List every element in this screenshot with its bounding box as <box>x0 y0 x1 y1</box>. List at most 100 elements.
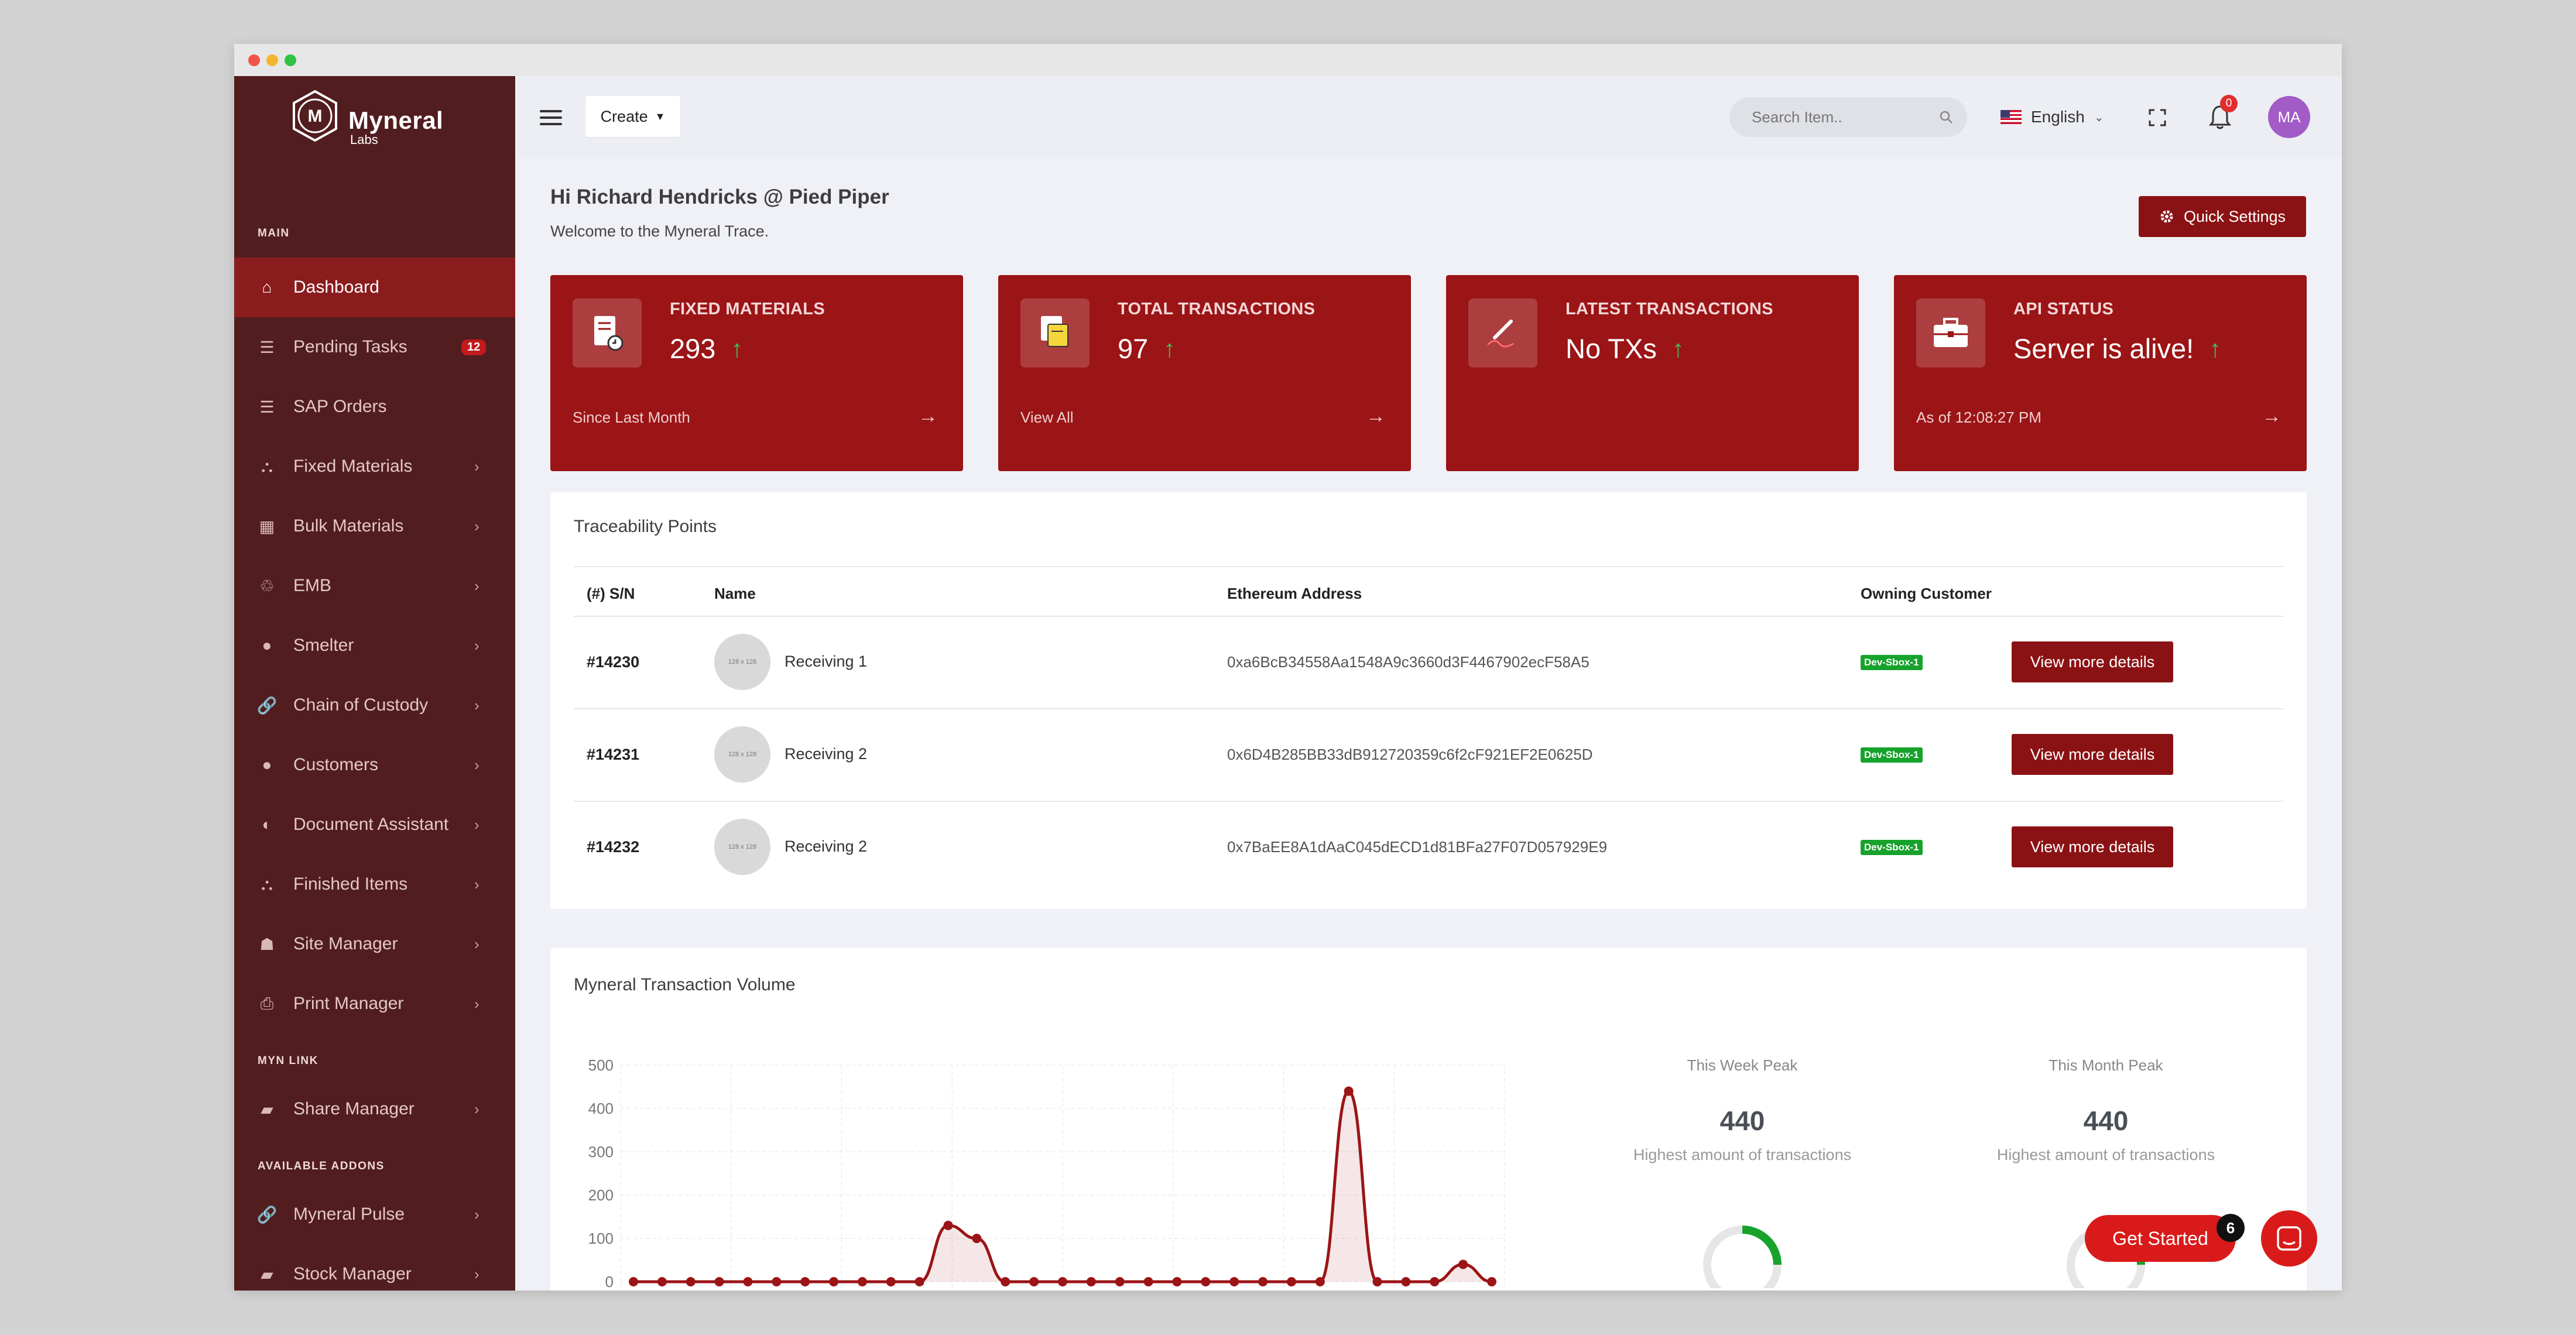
card-value: 97 <box>1118 333 1149 364</box>
sidebar-item-document-assistant[interactable]: ◐ Document Assistant › <box>234 795 515 854</box>
sidebar-item-label: Stock Manager <box>293 1264 412 1283</box>
data-point[interactable] <box>1229 1277 1239 1286</box>
caret-down-icon: ▼ <box>655 110 666 122</box>
data-point[interactable] <box>686 1277 696 1286</box>
user-avatar[interactable]: MA <box>2268 96 2310 138</box>
sidebar-item-label: Pending Tasks <box>293 337 407 356</box>
sidebar-item-smelter[interactable]: ● Smelter › <box>234 616 515 675</box>
document-icon <box>573 298 642 368</box>
us-flag-icon <box>2000 110 2022 124</box>
svg-text:M: M <box>308 107 323 126</box>
data-point[interactable] <box>714 1277 724 1286</box>
data-point[interactable] <box>1172 1277 1182 1286</box>
data-point[interactable] <box>1086 1277 1096 1286</box>
data-point[interactable] <box>1286 1277 1296 1286</box>
data-point[interactable] <box>1001 1277 1010 1286</box>
data-point[interactable] <box>1430 1277 1440 1286</box>
quick-settings-button[interactable]: Quick Settings <box>2139 196 2306 237</box>
chevron-right-icon: › <box>474 815 479 833</box>
y-tick-label: 300 <box>588 1143 614 1161</box>
row-name: Receiving 2 <box>785 745 868 763</box>
data-point[interactable] <box>1344 1086 1354 1096</box>
browser-window: M Myneral Labs MAIN MYN LINK AVAILABLE A… <box>234 44 2342 1291</box>
data-point[interactable] <box>829 1277 839 1286</box>
sidebar-item-pending-tasks[interactable]: ☰ Pending Tasks 12 <box>234 317 515 377</box>
data-point[interactable] <box>1201 1277 1211 1286</box>
sidebar-item-bulk-materials[interactable]: ▦ Bulk Materials › <box>234 496 515 556</box>
data-point[interactable] <box>1115 1277 1125 1286</box>
arrow-right-icon[interactable]: → <box>2262 405 2282 427</box>
search-icon[interactable] <box>1939 110 1953 124</box>
sidebar-item-stock-manager[interactable]: ▰ Stock Manager › <box>234 1244 515 1291</box>
row-address: 0x6D4B285BB33dB912720359c6f2cF921EF2E062… <box>1227 746 1593 763</box>
arrow-right-icon[interactable]: → <box>1366 405 1386 427</box>
link-icon: 🔗 <box>256 696 278 715</box>
sidebar-item-emb[interactable]: ♲ EMB › <box>234 556 515 616</box>
data-point[interactable] <box>743 1277 753 1286</box>
sitemap-icon: ⛬ <box>261 457 273 475</box>
create-dropdown-button[interactable]: Create ▼ <box>585 96 680 137</box>
stat-card-api-status[interactable]: API STATUS Server is alive! ↑ As of 12:08… <box>1894 275 2307 471</box>
get-started-button[interactable]: Get Started <box>2085 1215 2236 1262</box>
view-details-button[interactable]: View more details <box>2012 734 2173 775</box>
sidebar-item-customers[interactable]: ● Customers › <box>234 735 515 795</box>
minimize-window-dot[interactable] <box>266 54 278 66</box>
language-selector[interactable]: English ⌄ <box>2000 105 2104 129</box>
sidebar-item-finished-items[interactable]: ⛬ Finished Items › <box>234 854 515 914</box>
data-point[interactable] <box>857 1277 867 1286</box>
brand-sub: Labs <box>350 132 378 147</box>
chat-launcher-button[interactable] <box>2261 1210 2317 1267</box>
stat-card-latest-transactions[interactable]: LATEST TRANSACTIONS No TXs ↑ <box>1446 275 1859 471</box>
search-input[interactable] <box>1752 97 1927 137</box>
transaction-volume-chart: 500 400 300 200 100 0 <box>588 1056 1505 1291</box>
sidebar-item-chain-of-custody[interactable]: 🔗 Chain of Custody › <box>234 675 515 735</box>
arrow-up-icon: ↑ <box>1163 334 1176 362</box>
sidebar-item-site-manager[interactable]: ☗ Site Manager › <box>234 914 515 974</box>
close-window-dot[interactable] <box>248 54 260 66</box>
row-customer-tag: Dev-Sbox-1 <box>1861 840 1923 855</box>
y-tick-label: 500 <box>588 1056 614 1074</box>
chevron-right-icon: › <box>474 994 479 1013</box>
fullscreen-icon[interactable] <box>2149 109 2166 126</box>
view-details-button[interactable]: View more details <box>2012 826 2173 867</box>
data-point[interactable] <box>1143 1277 1153 1286</box>
sidebar-item-label: SAP Orders <box>293 397 387 416</box>
data-point[interactable] <box>1058 1277 1067 1286</box>
sidebar-item-myneral-pulse[interactable]: 🔗 Myneral Pulse › <box>234 1185 515 1244</box>
stat-card-total-transactions[interactable]: TOTAL TRANSACTIONS 97 ↑ View All → <box>998 275 1411 471</box>
data-point[interactable] <box>1258 1277 1268 1286</box>
data-point[interactable] <box>972 1234 982 1243</box>
data-point[interactable] <box>1401 1277 1411 1286</box>
sidebar-item-sap-orders[interactable]: ☰ SAP Orders <box>234 377 515 437</box>
chevron-right-icon: › <box>474 1265 479 1283</box>
data-point[interactable] <box>772 1277 782 1286</box>
sidebar-item-dashboard[interactable]: ⌂ Dashboard <box>234 258 515 317</box>
sidebar-item-print-manager[interactable]: ⎙ Print Manager › <box>234 974 515 1034</box>
arrow-right-icon[interactable]: → <box>918 405 938 427</box>
sidebar-item-label: Share Manager <box>293 1099 415 1118</box>
brand-logo[interactable]: M Myneral Labs <box>287 88 463 152</box>
view-details-button[interactable]: View more details <box>2012 641 2173 682</box>
chevron-right-icon: › <box>474 875 479 893</box>
data-point[interactable] <box>800 1277 810 1286</box>
sidebar-item-fixed-materials[interactable]: ⛬ Fixed Materials › <box>234 437 515 496</box>
grid-icon: ▦ <box>259 517 275 536</box>
data-point[interactable] <box>1029 1277 1039 1286</box>
chevron-right-icon: › <box>474 1205 479 1223</box>
data-point[interactable] <box>1372 1277 1382 1286</box>
data-point[interactable] <box>886 1277 896 1286</box>
card-footer: View All <box>1020 409 1074 426</box>
stat-card-fixed-materials[interactable]: FIXED MATERIALS 293 ↑ Since Last Month → <box>550 275 963 471</box>
data-point[interactable] <box>657 1277 667 1286</box>
hamburger-menu-icon[interactable] <box>540 110 562 125</box>
maximize-window-dot[interactable] <box>285 54 296 66</box>
sidebar-item-share-manager[interactable]: ▰ Share Manager › <box>234 1079 515 1139</box>
data-point[interactable] <box>629 1277 638 1286</box>
data-point[interactable] <box>1315 1277 1325 1286</box>
data-point[interactable] <box>1458 1260 1468 1269</box>
chevron-right-icon: › <box>474 1100 479 1118</box>
data-point[interactable] <box>943 1220 953 1230</box>
section-main: MAIN <box>258 227 290 239</box>
data-point[interactable] <box>1487 1277 1496 1286</box>
data-point[interactable] <box>914 1277 924 1286</box>
